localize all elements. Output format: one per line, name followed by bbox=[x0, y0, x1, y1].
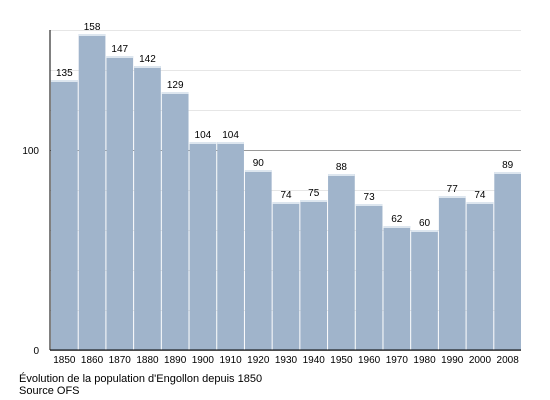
data-label: 73 bbox=[364, 192, 376, 203]
bars bbox=[51, 34, 521, 350]
bar bbox=[51, 80, 78, 350]
bar bbox=[411, 230, 438, 350]
bar-highlight bbox=[300, 200, 328, 202]
bar bbox=[328, 174, 355, 350]
x-tick-label: 1970 bbox=[386, 355, 409, 366]
x-tick-label: 2000 bbox=[469, 355, 492, 366]
data-label: 88 bbox=[336, 162, 348, 173]
data-label: 89 bbox=[502, 160, 514, 171]
x-tick-label: 1870 bbox=[109, 355, 132, 366]
data-label: 104 bbox=[195, 130, 212, 141]
bar-highlight bbox=[106, 56, 134, 58]
chart-source: Source OFS bbox=[19, 385, 80, 397]
data-label: 158 bbox=[84, 22, 101, 33]
bar bbox=[466, 202, 494, 350]
bar bbox=[161, 92, 189, 350]
x-tick-label: 2008 bbox=[497, 355, 520, 366]
data-label: 75 bbox=[308, 188, 320, 199]
bar bbox=[438, 196, 466, 350]
x-tick-label: 1960 bbox=[358, 355, 381, 366]
bar-highlight bbox=[51, 80, 78, 82]
bar bbox=[134, 66, 161, 350]
bar bbox=[78, 34, 106, 350]
data-label: 77 bbox=[447, 184, 459, 195]
data-labels: 135 158 147 142 129 104 104 90 74 75 88 73 62 60 77 74 8… bbox=[56, 22, 514, 229]
data-label: 74 bbox=[280, 190, 292, 201]
data-label: 129 bbox=[167, 80, 184, 91]
bar-highlight bbox=[134, 66, 161, 68]
x-tick-label: 1990 bbox=[441, 355, 464, 366]
chart-caption: Évolution de la population d'Engollon de… bbox=[19, 373, 263, 385]
bar bbox=[300, 200, 328, 350]
x-tick-label: 1940 bbox=[303, 355, 326, 366]
bar bbox=[217, 142, 244, 350]
data-label: 135 bbox=[56, 68, 73, 79]
data-label: 62 bbox=[391, 214, 403, 225]
data-label: 90 bbox=[253, 158, 265, 169]
bar bbox=[106, 56, 134, 350]
x-tick-label: 1900 bbox=[192, 355, 215, 366]
axes bbox=[49, 30, 521, 351]
x-tick-label: 1910 bbox=[219, 355, 242, 366]
bar-highlight bbox=[466, 202, 494, 204]
x-tick-label: 1920 bbox=[247, 355, 270, 366]
bar bbox=[244, 170, 272, 350]
x-tick-label: 1860 bbox=[81, 355, 104, 366]
bar bbox=[383, 226, 411, 350]
x-tick-label: 1850 bbox=[53, 355, 76, 366]
bar-highlight bbox=[438, 196, 466, 198]
x-tick-label: 1880 bbox=[136, 355, 159, 366]
bar bbox=[355, 204, 383, 350]
data-label: 142 bbox=[139, 54, 156, 65]
x-tick-label: 1930 bbox=[275, 355, 298, 366]
tick-labels: 1850 1860 1870 1880 1890 1900 1910 1920 1930 1940… bbox=[22, 146, 519, 366]
x-tick-label: 1890 bbox=[164, 355, 187, 366]
bar-highlight bbox=[217, 142, 244, 144]
bar-highlight bbox=[328, 174, 355, 176]
bar-highlight bbox=[355, 204, 383, 206]
x-tick-label: 1980 bbox=[413, 355, 436, 366]
data-label: 147 bbox=[111, 44, 128, 55]
bar-highlight bbox=[494, 172, 521, 174]
y-tick-label: 100 bbox=[22, 146, 39, 157]
data-label: 104 bbox=[222, 130, 239, 141]
bar bbox=[494, 172, 521, 350]
bar-highlight bbox=[244, 170, 272, 172]
data-label: 60 bbox=[419, 218, 431, 229]
bar bbox=[189, 142, 217, 350]
bar-highlight bbox=[161, 92, 189, 94]
data-label: 74 bbox=[474, 190, 486, 201]
bar-highlight bbox=[383, 226, 411, 228]
bar-highlight bbox=[272, 202, 300, 204]
bar-highlight bbox=[189, 142, 217, 144]
bar bbox=[272, 202, 300, 350]
x-tick-label: 1950 bbox=[330, 355, 353, 366]
y-tick-label: 0 bbox=[33, 346, 39, 357]
bar-highlight bbox=[411, 230, 438, 232]
bar-highlight bbox=[78, 34, 106, 36]
